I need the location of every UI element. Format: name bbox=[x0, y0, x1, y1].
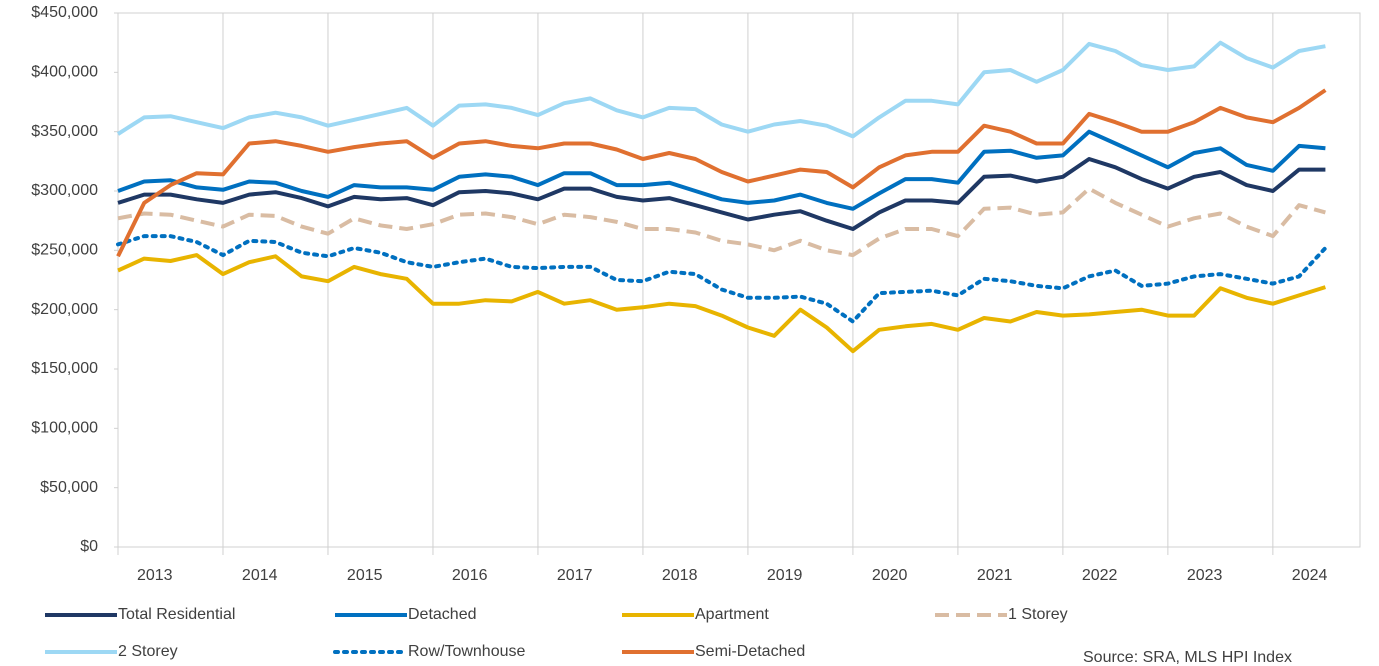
series-line bbox=[116, 40, 1326, 139]
legend-label: Detached bbox=[408, 606, 477, 623]
source-note: Source: SRA, MLS HPI Index bbox=[1083, 649, 1292, 666]
x-tick-label: 2014 bbox=[242, 567, 278, 584]
legend-label: 2 Storey bbox=[118, 643, 178, 660]
series-line bbox=[117, 253, 1327, 354]
x-tick-label: 2017 bbox=[557, 567, 593, 584]
y-tick-label: $50,000 bbox=[40, 479, 98, 496]
series-line bbox=[116, 234, 1328, 324]
y-tick-label: $350,000 bbox=[31, 123, 98, 140]
y-tick-label: $450,000 bbox=[31, 4, 98, 21]
y-tick-label: $300,000 bbox=[31, 182, 98, 199]
x-tick-label: 2022 bbox=[1082, 567, 1118, 584]
legend-label: Row/Townhouse bbox=[408, 643, 526, 660]
y-tick-label: $200,000 bbox=[31, 301, 98, 318]
series-line bbox=[117, 157, 1326, 231]
legend-label: Semi-Detached bbox=[695, 643, 805, 660]
x-tick-label: 2023 bbox=[1187, 567, 1223, 584]
y-tick-label: $0 bbox=[80, 538, 98, 555]
series-line bbox=[116, 88, 1327, 258]
series-line bbox=[117, 129, 1326, 211]
x-tick-label: 2021 bbox=[977, 567, 1013, 584]
legend-label: 1 Storey bbox=[1008, 606, 1068, 623]
x-tick-label: 2016 bbox=[452, 567, 488, 584]
x-tick-label: 2024 bbox=[1292, 567, 1328, 584]
x-tick-label: 2019 bbox=[767, 567, 803, 584]
x-tick-label: 2018 bbox=[662, 567, 698, 584]
x-tick-label: 2015 bbox=[347, 567, 383, 584]
y-tick-label: $250,000 bbox=[31, 242, 98, 259]
x-tick-label: 2020 bbox=[872, 567, 908, 584]
legend-label: Apartment bbox=[695, 606, 769, 623]
y-tick-label: $150,000 bbox=[31, 360, 98, 377]
y-tick-label: $100,000 bbox=[31, 420, 98, 437]
y-tick-label: $400,000 bbox=[31, 64, 98, 81]
legend-label: Total Residential bbox=[118, 606, 235, 623]
x-tick-label: 2013 bbox=[137, 567, 173, 584]
